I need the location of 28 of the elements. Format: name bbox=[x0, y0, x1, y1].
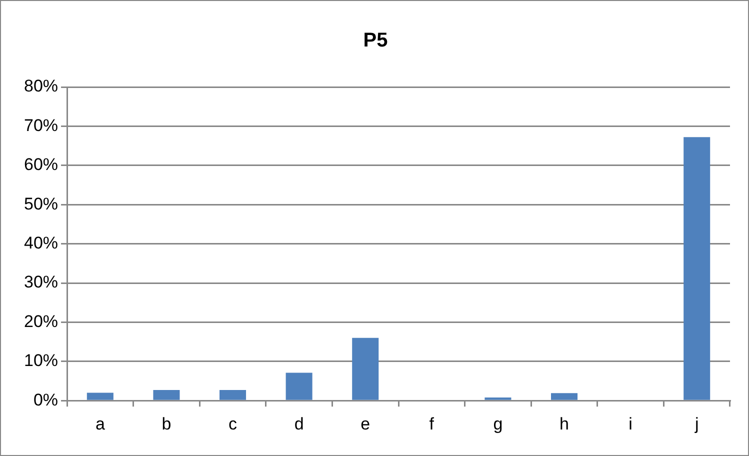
x-tick-label: j bbox=[694, 414, 699, 434]
x-tick-label: d bbox=[294, 414, 304, 434]
x-tick-label: h bbox=[560, 414, 569, 434]
x-tick-label: g bbox=[493, 414, 503, 434]
y-tick-label: 60% bbox=[24, 155, 58, 174]
y-tick-label: 50% bbox=[24, 194, 58, 214]
bar bbox=[220, 390, 246, 400]
x-tick-label: a bbox=[95, 414, 106, 434]
x-tick-label: f bbox=[429, 414, 434, 434]
bar bbox=[684, 137, 710, 400]
y-tick-label: 40% bbox=[24, 233, 58, 252]
bar bbox=[550, 393, 578, 400]
y-tick-label: 30% bbox=[24, 272, 58, 292]
y-tick-label: 0% bbox=[33, 390, 58, 410]
x-tick-label: c bbox=[228, 414, 238, 434]
x-tick-label: b bbox=[162, 414, 172, 434]
chart-title: P5 bbox=[363, 30, 388, 52]
y-tick-label: 20% bbox=[24, 312, 58, 331]
bar bbox=[286, 372, 312, 400]
y-tick-label: 80% bbox=[24, 76, 58, 96]
bar bbox=[86, 392, 114, 400]
bar bbox=[153, 390, 180, 400]
bar bbox=[484, 397, 512, 400]
bar bbox=[352, 338, 379, 400]
x-tick-label: e bbox=[360, 414, 370, 434]
y-tick-label: 10% bbox=[24, 351, 58, 370]
y-tick-label: 70% bbox=[24, 116, 58, 135]
x-tick-label: i bbox=[628, 414, 632, 434]
